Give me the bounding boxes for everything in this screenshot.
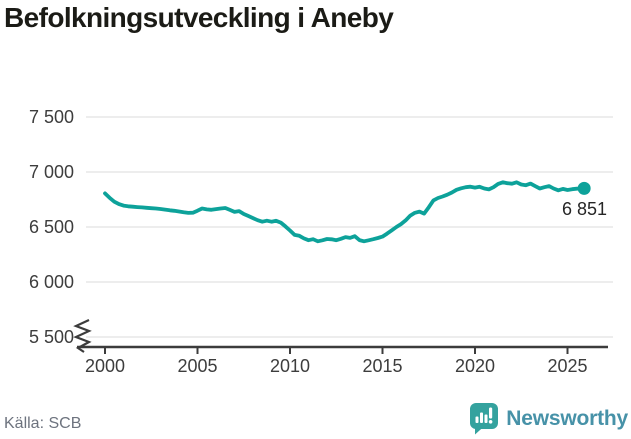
logo-exclamation-stroke bbox=[489, 407, 493, 419]
logo-bar-tall bbox=[480, 412, 484, 423]
source-label: Källa: SCB bbox=[4, 415, 82, 432]
newsworthy-wordmark: Newsworthy bbox=[506, 406, 628, 430]
logo-bubble bbox=[470, 403, 499, 429]
newsworthy-chart-bubble-icon bbox=[470, 403, 499, 435]
logo-bubble-tail bbox=[475, 426, 485, 435]
population-line bbox=[103, 180, 587, 244]
last-value-label: 6 851 bbox=[562, 199, 607, 219]
y-tick-label: 7 000 bbox=[29, 162, 74, 182]
newsworthy-logo: Newsworthy bbox=[469, 402, 628, 435]
x-tick-label: 2010 bbox=[270, 356, 310, 376]
y-tick-label: 5 500 bbox=[29, 327, 74, 347]
last-point-dot bbox=[577, 181, 591, 195]
logo-bar-short bbox=[475, 416, 479, 423]
page-title: Befolkningsutveckling i Aneby bbox=[4, 2, 394, 33]
x-tick-label: 2015 bbox=[362, 356, 402, 376]
y-tick-label: 7 500 bbox=[29, 107, 74, 127]
x-tick-label: 2025 bbox=[547, 356, 587, 376]
y-tick-label: 6 500 bbox=[29, 217, 74, 237]
axis-break-icon bbox=[73, 319, 92, 353]
logo-bar-medium bbox=[484, 414, 488, 423]
y-tick-label: 6 000 bbox=[29, 272, 74, 292]
x-tick-label: 2020 bbox=[455, 356, 495, 376]
x-tick-label: 2000 bbox=[85, 356, 125, 376]
logo-exclamation-dot bbox=[489, 420, 493, 424]
x-tick-label: 2005 bbox=[177, 356, 217, 376]
